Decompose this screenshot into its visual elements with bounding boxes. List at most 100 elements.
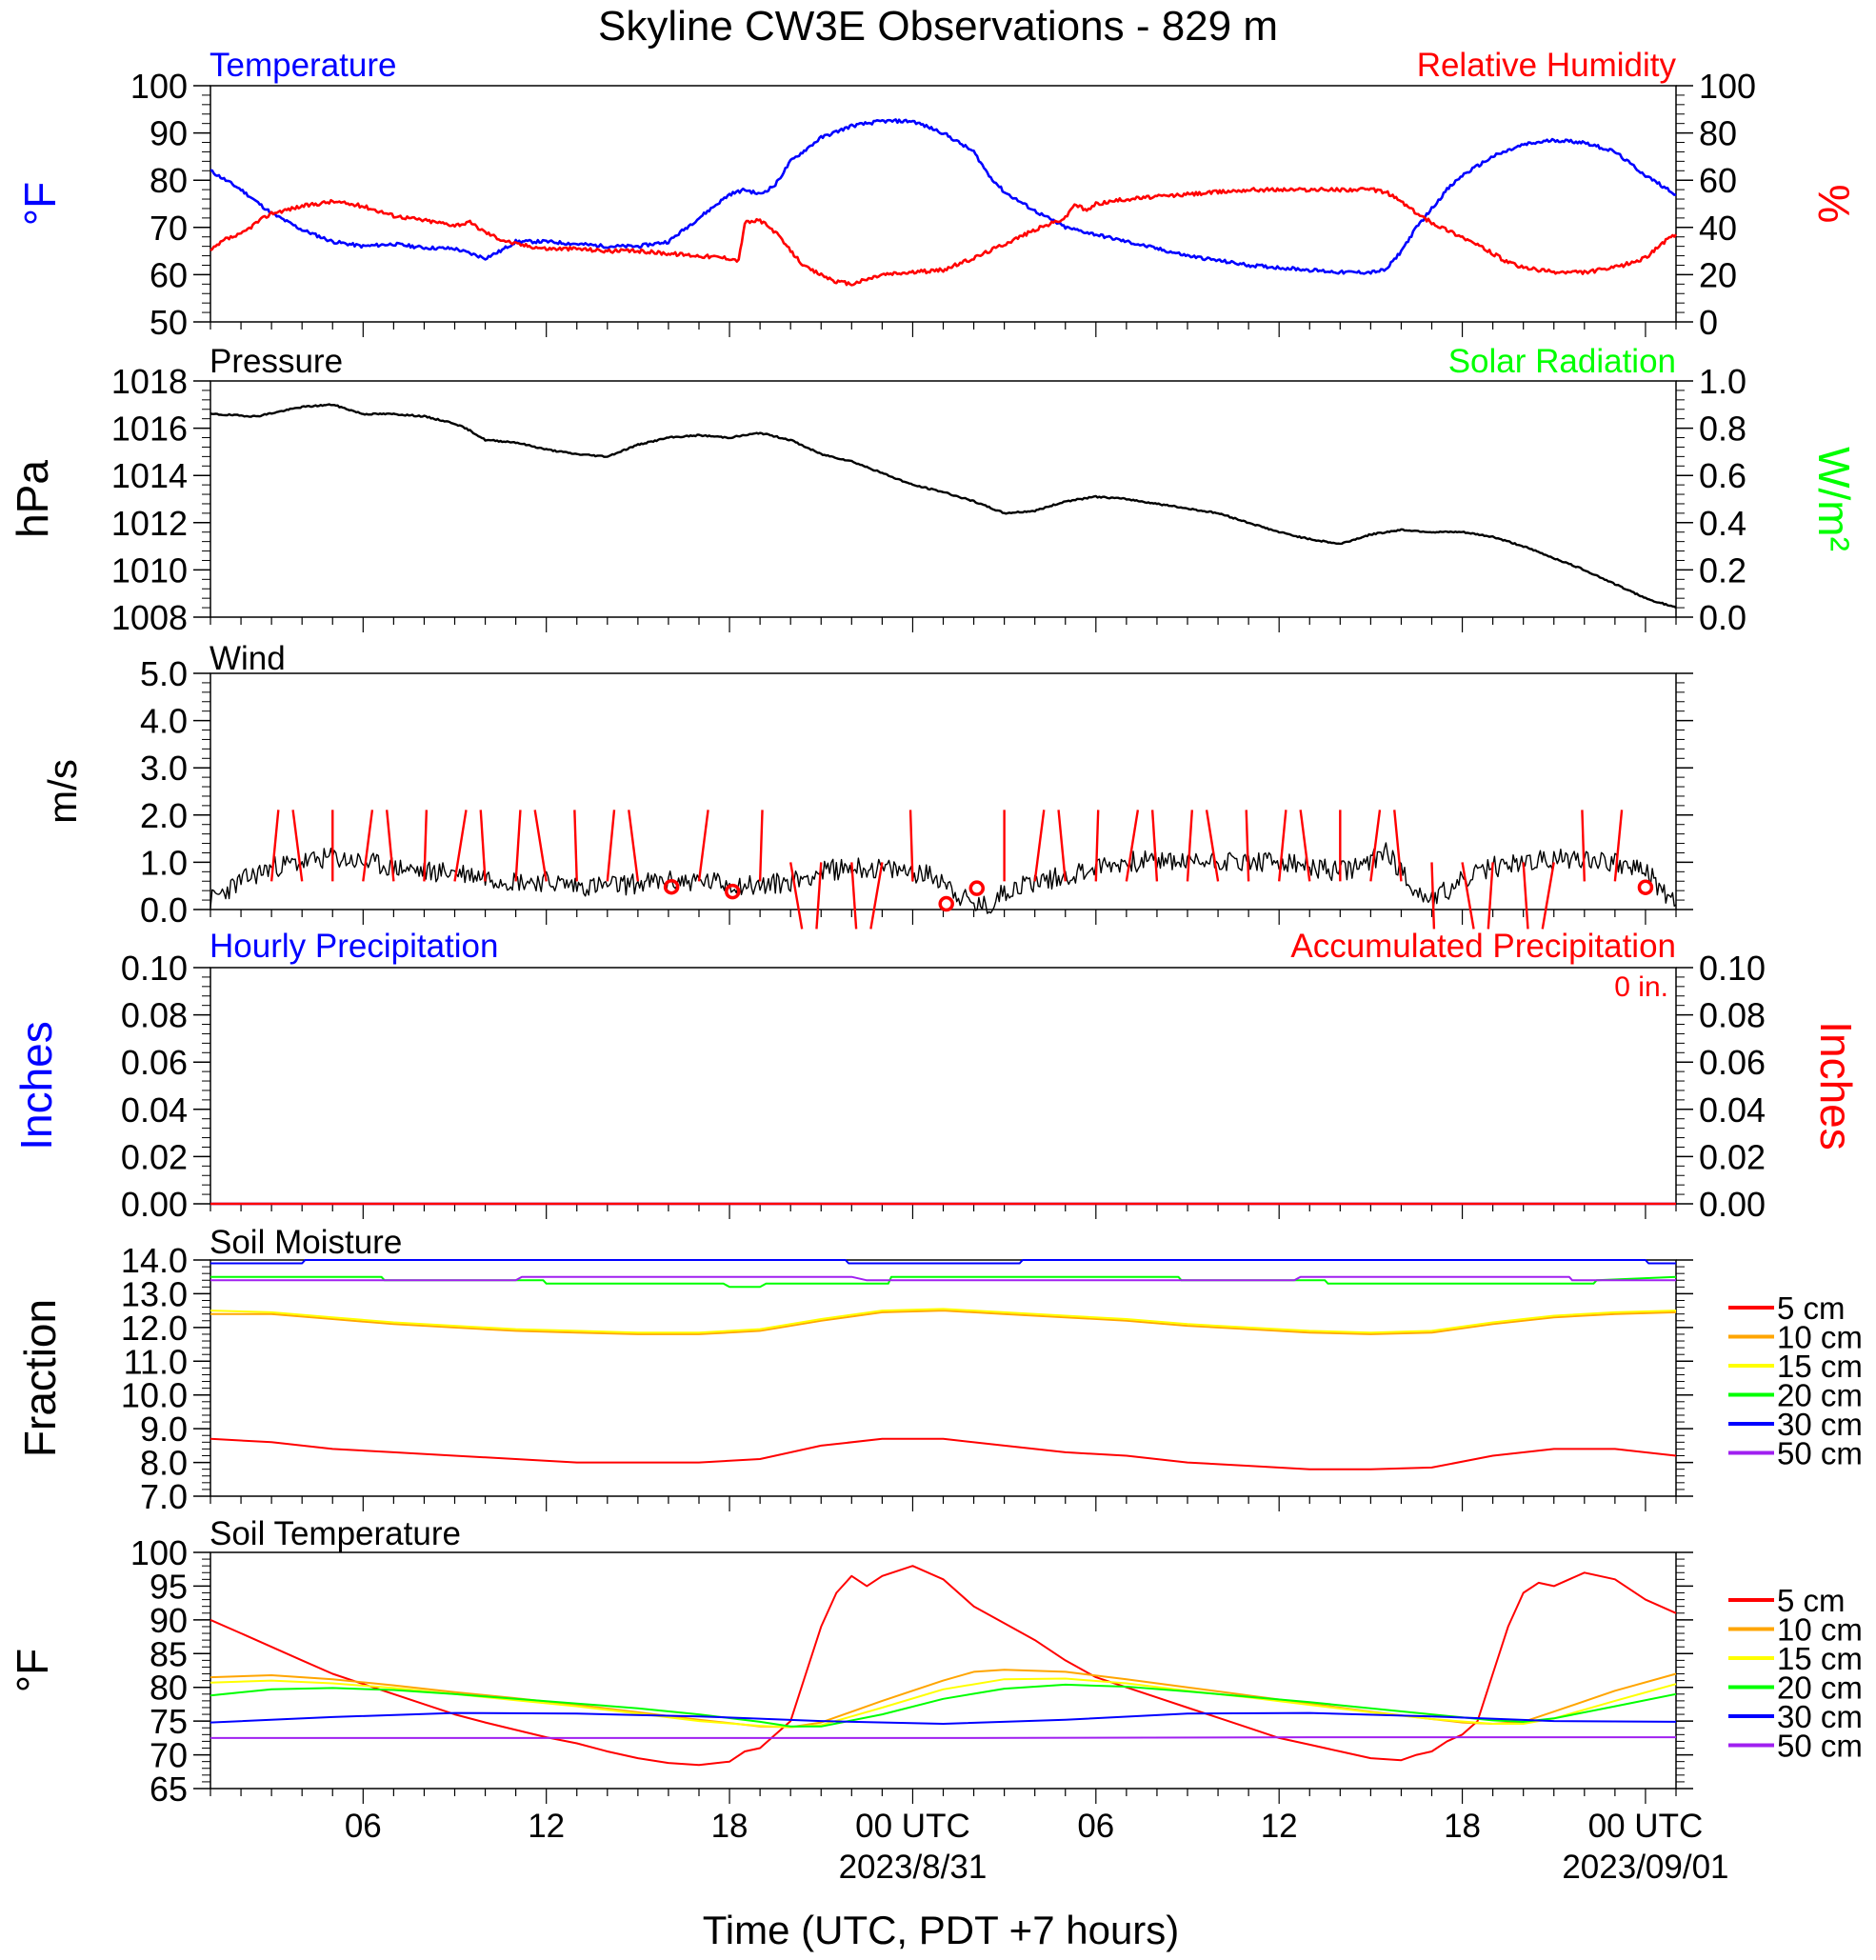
pressure-tick-label-left: 1014 bbox=[111, 456, 188, 495]
series-wind-speed bbox=[210, 842, 1677, 914]
precip-frame bbox=[210, 967, 1677, 1205]
wind-barb bbox=[1613, 810, 1624, 882]
wind-barb bbox=[1186, 810, 1193, 882]
pressure-left-title: Pressure bbox=[210, 343, 343, 380]
pressure-unit-label: hPa bbox=[8, 460, 57, 538]
temp_rh-tick-label-left: 80 bbox=[150, 161, 188, 200]
temp_rh-tick-label-right: 100 bbox=[1699, 67, 1756, 106]
soil-temp-unit-label: °F bbox=[8, 1649, 57, 1693]
soil_moisture-tick-label-left: 8.0 bbox=[140, 1444, 188, 1483]
soil_moisture-legend-label: 10 cm bbox=[1777, 1320, 1863, 1355]
precip-tick-label-left: 0.02 bbox=[121, 1137, 188, 1176]
soil_temp-tick-label-left: 95 bbox=[150, 1567, 188, 1606]
soil_moisture-panel: 7.08.09.010.011.012.013.014.0 Soil Moistu… bbox=[15, 1224, 1863, 1516]
precip-tick-label-right: 0.08 bbox=[1699, 996, 1766, 1035]
soil_temp-frame bbox=[210, 1551, 1677, 1790]
precip-tick-label-left: 0.08 bbox=[121, 996, 188, 1035]
wind-barb bbox=[1430, 862, 1436, 930]
pressure-tick-label-right: 0.4 bbox=[1699, 504, 1746, 543]
wind-calm-marker bbox=[938, 895, 954, 912]
wind-barb bbox=[697, 810, 709, 882]
soil_temp-tick-label-left: 65 bbox=[150, 1770, 188, 1809]
temp_rh-tick-label-right: 40 bbox=[1699, 209, 1737, 248]
temp_rh-tick-label-right: 80 bbox=[1699, 114, 1737, 153]
wind-barb bbox=[1033, 810, 1046, 882]
soil_temp-tick-label-left: 90 bbox=[150, 1601, 188, 1640]
wind-barb bbox=[1245, 810, 1250, 882]
temp_rh-tick-label-right: 60 bbox=[1699, 161, 1737, 200]
wind-barb bbox=[1125, 810, 1140, 882]
wind-barb bbox=[1461, 862, 1475, 930]
pressure-tick-label-right: 0.8 bbox=[1699, 410, 1746, 449]
temp_rh-right-title: Relative Humidity bbox=[1417, 47, 1677, 84]
pressure-panel: 1008 1010 1012 1014 1016 1018 0.0 0.2 0.4 0.6 0.8 1… bbox=[8, 343, 1859, 637]
precip-left-title: Hourly Precipitation bbox=[210, 928, 498, 965]
wind-barb bbox=[423, 810, 429, 882]
wind-barb bbox=[1150, 810, 1159, 882]
soil_temp-tick-label-left: 85 bbox=[150, 1634, 188, 1673]
rh-unit-label: % bbox=[1809, 185, 1859, 224]
precip-tick-label-right: 0.06 bbox=[1699, 1043, 1766, 1082]
temp_rh-left-title: Temperature bbox=[210, 47, 396, 84]
wind-barb bbox=[1581, 810, 1587, 882]
wind-tick-label-left: 2.0 bbox=[140, 796, 188, 835]
soil_temp-legend-label: 15 cm bbox=[1777, 1641, 1863, 1676]
wind-barb bbox=[269, 810, 280, 882]
wind-barb bbox=[1541, 862, 1555, 930]
soil_moisture-tick-label-left: 14.0 bbox=[121, 1241, 188, 1280]
soil_moisture-tick-label-left: 9.0 bbox=[140, 1410, 188, 1449]
wind-barb bbox=[628, 810, 640, 882]
x-tick-label: 12 bbox=[528, 1808, 565, 1845]
wind-barb bbox=[362, 810, 374, 882]
series-pressure bbox=[210, 403, 1677, 610]
wind-barb bbox=[1487, 862, 1494, 930]
wind-calm-marker bbox=[1637, 879, 1654, 895]
wind-barb bbox=[908, 810, 914, 882]
precip-right-title: Accumulated Precipitation bbox=[1290, 928, 1676, 965]
series-soil-temp-5cm bbox=[210, 1565, 1677, 1767]
x-tick-label: 06 bbox=[1077, 1808, 1114, 1845]
series-soil-moisture-5cm bbox=[210, 1437, 1677, 1470]
wind-barb bbox=[1393, 810, 1403, 882]
precip-tick-label-right: 0.02 bbox=[1699, 1137, 1766, 1176]
wind-barb bbox=[1057, 810, 1067, 882]
soil_moisture-legend-label: 30 cm bbox=[1777, 1407, 1863, 1442]
x-tick-label: 00 UTC bbox=[1588, 1808, 1704, 1845]
x-axis-label: Time (UTC, PDT +7 hours) bbox=[703, 1908, 1180, 1952]
series-soil-moisture-30cm bbox=[210, 1259, 1676, 1265]
wind-calm-marker bbox=[968, 880, 986, 896]
pressure-tick-label-left: 1018 bbox=[111, 362, 188, 401]
wind-barb bbox=[385, 810, 395, 882]
temp_rh-tick-label-right: 20 bbox=[1699, 255, 1737, 294]
hourly-precip-unit-label: Inches bbox=[11, 1021, 61, 1150]
wind-barb bbox=[850, 862, 858, 930]
soil_moisture-tick-label-left: 7.0 bbox=[140, 1477, 188, 1516]
temp_rh-tick-label-left: 60 bbox=[150, 255, 188, 294]
wind-barb bbox=[1094, 810, 1100, 882]
wind-tick-label-left: 1.0 bbox=[140, 843, 188, 882]
wind-barb bbox=[291, 810, 304, 882]
temp_rh-frame bbox=[210, 85, 1677, 323]
x-tick-label: 12 bbox=[1261, 1808, 1298, 1845]
wind-barb bbox=[479, 810, 487, 882]
pressure-tick-label-left: 1012 bbox=[111, 504, 188, 543]
soil_moisture-tick-label-left: 11.0 bbox=[124, 1342, 188, 1381]
temp_rh-tick-label-left: 50 bbox=[150, 303, 188, 342]
wind-barb bbox=[1522, 862, 1529, 930]
soil_moisture-frame bbox=[210, 1259, 1677, 1497]
soil_moisture-legend-label: 20 cm bbox=[1777, 1378, 1863, 1413]
wind-barb bbox=[573, 810, 578, 882]
series-soil-moisture-15cm bbox=[210, 1308, 1677, 1334]
soil_moisture-left-title: Soil Moisture bbox=[210, 1224, 402, 1261]
wind-left-title: Wind bbox=[210, 640, 286, 677]
wind-tick-label-left: 5.0 bbox=[140, 654, 188, 693]
wind-tick-label-left: 3.0 bbox=[140, 749, 188, 788]
series-soil-temp-15cm bbox=[210, 1677, 1677, 1729]
series-soil-moisture-20cm bbox=[210, 1275, 1677, 1289]
figure-title: Skyline CW3E Observations - 829 m bbox=[598, 3, 1278, 50]
soil-moisture-unit-label: Fraction bbox=[15, 1299, 65, 1457]
soil_temp-legend-label: 20 cm bbox=[1777, 1670, 1863, 1706]
wind-barb bbox=[869, 862, 884, 930]
